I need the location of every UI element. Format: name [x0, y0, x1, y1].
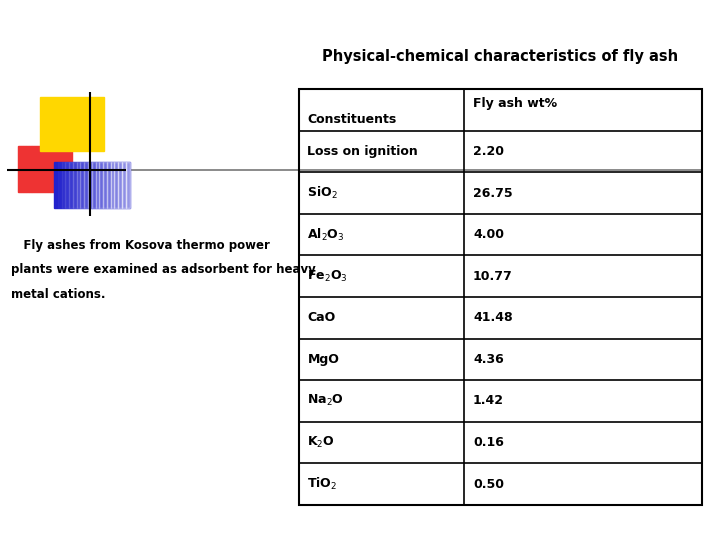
- Bar: [29, 146, 32, 192]
- Text: Fly ash wt%: Fly ash wt%: [473, 97, 557, 110]
- Bar: [99, 162, 103, 208]
- Text: 26.75: 26.75: [473, 186, 513, 200]
- Bar: [122, 162, 126, 208]
- Text: K$_2$O: K$_2$O: [307, 435, 336, 450]
- Bar: [48, 146, 50, 192]
- Bar: [69, 162, 73, 208]
- Bar: [26, 146, 29, 192]
- Bar: [61, 162, 66, 208]
- Text: 0.16: 0.16: [473, 436, 504, 449]
- Bar: [21, 146, 23, 192]
- Text: plants were examined as adsorbent for heavy: plants were examined as adsorbent for he…: [11, 264, 315, 276]
- Text: 4.00: 4.00: [473, 228, 504, 241]
- Bar: [42, 146, 45, 192]
- Bar: [40, 146, 42, 192]
- Bar: [54, 162, 130, 208]
- Bar: [61, 146, 64, 192]
- Bar: [84, 162, 88, 208]
- Text: metal cations.: metal cations.: [11, 288, 105, 301]
- Bar: [114, 162, 118, 208]
- Bar: [66, 162, 69, 208]
- Bar: [69, 146, 72, 192]
- Text: 0.50: 0.50: [473, 477, 504, 491]
- Bar: [18, 146, 21, 192]
- Bar: [56, 146, 58, 192]
- Bar: [54, 162, 58, 208]
- Bar: [64, 146, 66, 192]
- Bar: [126, 162, 130, 208]
- Bar: [45, 146, 48, 192]
- Bar: [35, 146, 37, 192]
- Text: Physical-chemical characteristics of fly ash: Physical-chemical characteristics of fly…: [323, 49, 678, 64]
- Bar: [299, 89, 702, 505]
- Text: MgO: MgO: [307, 353, 339, 366]
- Text: Constituents: Constituents: [307, 113, 397, 126]
- Text: CaO: CaO: [307, 311, 336, 325]
- Bar: [66, 146, 69, 192]
- Bar: [58, 162, 62, 208]
- Bar: [88, 162, 92, 208]
- Bar: [58, 146, 61, 192]
- Text: Loss on ignition: Loss on ignition: [307, 145, 418, 158]
- Bar: [73, 162, 77, 208]
- Bar: [50, 146, 53, 192]
- Text: TiO$_2$: TiO$_2$: [307, 476, 338, 492]
- Bar: [37, 146, 40, 192]
- Text: 41.48: 41.48: [473, 311, 513, 325]
- Text: SiO$_2$: SiO$_2$: [307, 185, 338, 201]
- Bar: [92, 162, 96, 208]
- Bar: [53, 146, 56, 192]
- Bar: [18, 146, 72, 192]
- Bar: [76, 162, 81, 208]
- Bar: [32, 146, 34, 192]
- Text: Na$_2$O: Na$_2$O: [307, 394, 344, 408]
- Bar: [40, 97, 104, 151]
- Bar: [107, 162, 111, 208]
- Bar: [96, 162, 99, 208]
- Text: Fly ashes from Kosova thermo power: Fly ashes from Kosova thermo power: [11, 239, 270, 252]
- Text: Fe$_2$O$_3$: Fe$_2$O$_3$: [307, 269, 348, 284]
- Bar: [103, 162, 107, 208]
- Bar: [23, 146, 26, 192]
- Bar: [111, 162, 114, 208]
- Bar: [118, 162, 122, 208]
- Bar: [81, 162, 84, 208]
- Text: 1.42: 1.42: [473, 394, 504, 408]
- Text: 4.36: 4.36: [473, 353, 504, 366]
- Text: 2.20: 2.20: [473, 145, 504, 158]
- Text: 10.77: 10.77: [473, 269, 513, 283]
- Text: Al$_2$O$_3$: Al$_2$O$_3$: [307, 227, 345, 242]
